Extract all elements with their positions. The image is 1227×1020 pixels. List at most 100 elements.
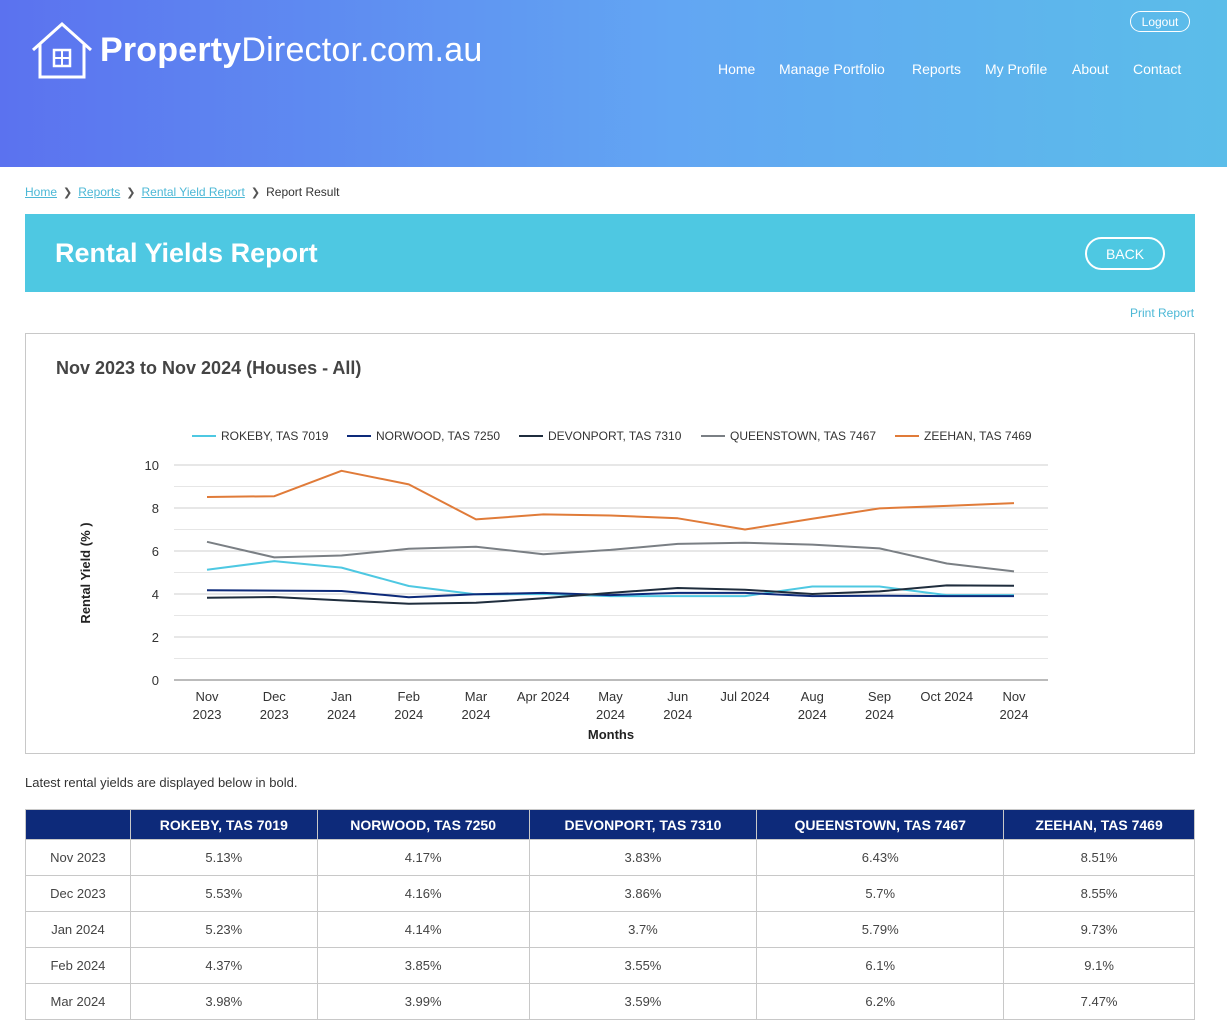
report-banner: Rental Yields Report BACK <box>25 214 1195 292</box>
logout-button[interactable]: Logout <box>1130 11 1190 32</box>
yield-cell: 3.85% <box>317 948 529 984</box>
yield-cell: 5.53% <box>130 876 317 912</box>
y-tick-label: 0 <box>152 673 159 688</box>
y-axis-title: Rental Yield (% ) <box>78 522 93 623</box>
x-tick-label: Jan <box>331 689 352 704</box>
x-tick-label: Nov <box>195 689 219 704</box>
x-tick-label: 2024 <box>798 707 827 722</box>
x-tick-label: 2024 <box>663 707 692 722</box>
breadcrumb: Home ❯ Reports ❯ Rental Yield Report ❯ R… <box>25 185 339 199</box>
yield-cell: 3.86% <box>529 876 757 912</box>
page-title: Rental Yields Report <box>55 238 318 269</box>
x-axis-title: Months <box>588 727 634 742</box>
y-tick-label: 6 <box>152 544 159 559</box>
yield-cell: 3.59% <box>529 984 757 1020</box>
chevron-right-icon: ❯ <box>126 186 135 199</box>
yield-cell: 3.7% <box>529 912 757 948</box>
row-month-cell: Feb 2024 <box>26 948 131 984</box>
yield-cell: 4.17% <box>317 840 529 876</box>
table-header-row: ROKEBY, TAS 7019 NORWOOD, TAS 7250 DEVON… <box>26 810 1195 840</box>
y-tick-label: 8 <box>152 501 159 516</box>
nav-home[interactable]: Home <box>718 61 755 77</box>
yield-cell: 3.55% <box>529 948 757 984</box>
header-cell-rokeby: ROKEBY, TAS 7019 <box>130 810 317 840</box>
chevron-right-icon: ❯ <box>251 186 260 199</box>
header-cell-norwood: NORWOOD, TAS 7250 <box>317 810 529 840</box>
legend-entry: ZEEHAN, TAS 7469 <box>924 429 1032 443</box>
header-cell-queenstown: QUEENSTOWN, TAS 7467 <box>757 810 1004 840</box>
x-tick-label: Sep <box>868 689 891 704</box>
x-tick-label: 2024 <box>1000 707 1029 722</box>
yield-cell: 5.23% <box>130 912 317 948</box>
yield-cell: 8.55% <box>1004 876 1195 912</box>
chevron-right-icon: ❯ <box>63 186 72 199</box>
x-tick-label: 2024 <box>462 707 491 722</box>
yield-cell: 6.2% <box>757 984 1004 1020</box>
y-tick-label: 4 <box>152 587 159 602</box>
legend-entry: NORWOOD, TAS 7250 <box>376 429 500 443</box>
legend-entry: QUEENSTOWN, TAS 7467 <box>730 429 876 443</box>
header-cell-blank <box>26 810 131 840</box>
x-tick-label: Feb <box>398 689 420 704</box>
yield-cell: 4.37% <box>130 948 317 984</box>
legend-entry: DEVONPORT, TAS 7310 <box>548 429 682 443</box>
x-tick-label: Jul 2024 <box>720 689 769 704</box>
row-month-cell: Nov 2023 <box>26 840 131 876</box>
nav-reports[interactable]: Reports <box>912 61 961 77</box>
breadcrumb-home[interactable]: Home <box>25 185 57 199</box>
yield-cell: 3.98% <box>130 984 317 1020</box>
breadcrumb-reports[interactable]: Reports <box>78 185 120 199</box>
yield-cell: 7.47% <box>1004 984 1195 1020</box>
print-report-link[interactable]: Print Report <box>1130 306 1194 320</box>
yield-cell: 5.79% <box>757 912 1004 948</box>
x-tick-label: 2023 <box>260 707 289 722</box>
nav-contact[interactable]: Contact <box>1133 61 1181 77</box>
header-cell-devonport: DEVONPORT, TAS 7310 <box>529 810 757 840</box>
yield-cell: 5.13% <box>130 840 317 876</box>
x-tick-label: 2024 <box>394 707 423 722</box>
x-tick-label: 2023 <box>193 707 222 722</box>
yield-cell: 9.73% <box>1004 912 1195 948</box>
yield-cell: 3.83% <box>529 840 757 876</box>
y-tick-label: 10 <box>145 458 159 473</box>
yield-cell: 8.51% <box>1004 840 1195 876</box>
nav-manage-portfolio[interactable]: Manage Portfolio <box>779 61 885 77</box>
legend-entry: ROKEBY, TAS 7019 <box>221 429 329 443</box>
x-tick-label: 2024 <box>865 707 894 722</box>
x-tick-label: Apr 2024 <box>517 689 570 704</box>
x-tick-label: 2024 <box>596 707 625 722</box>
y-tick-label: 2 <box>152 630 159 645</box>
x-tick-label: Oct 2024 <box>920 689 973 704</box>
rental-yield-table: ROKEBY, TAS 7019 NORWOOD, TAS 7250 DEVON… <box>25 809 1195 1020</box>
yield-cell: 5.7% <box>757 876 1004 912</box>
yield-cell: 9.1% <box>1004 948 1195 984</box>
row-month-cell: Dec 2023 <box>26 876 131 912</box>
nav-my-profile[interactable]: My Profile <box>985 61 1047 77</box>
back-button[interactable]: BACK <box>1085 237 1165 270</box>
rental-yield-line-chart: 0 2 4 6 8 10 Nov 2023 Dec 2023 Jan 2024 Feb 2024 Mar 20… <box>26 334 1194 753</box>
x-tick-label: Aug <box>801 689 824 704</box>
row-month-cell: Mar 2024 <box>26 984 131 1020</box>
nav-about[interactable]: About <box>1072 61 1109 77</box>
x-tick-label: 2024 <box>327 707 356 722</box>
x-tick-label: Dec <box>263 689 287 704</box>
yield-cell: 6.1% <box>757 948 1004 984</box>
series-line-4 <box>207 471 1014 530</box>
x-tick-label: Mar <box>465 689 488 704</box>
breadcrumb-rental-yield-report[interactable]: Rental Yield Report <box>141 185 244 199</box>
yield-cell: 3.99% <box>317 984 529 1020</box>
yield-cell: 4.14% <box>317 912 529 948</box>
x-tick-label: Jun <box>667 689 688 704</box>
yield-cell: 4.16% <box>317 876 529 912</box>
x-tick-label: May <box>598 689 623 704</box>
site-header: PropertyDirector.com.au Logout Home Mana… <box>0 0 1227 167</box>
header-cell-zeehan: ZEEHAN, TAS 7469 <box>1004 810 1195 840</box>
x-tick-label: Nov <box>1002 689 1026 704</box>
table-note: Latest rental yields are displayed below… <box>25 775 297 790</box>
